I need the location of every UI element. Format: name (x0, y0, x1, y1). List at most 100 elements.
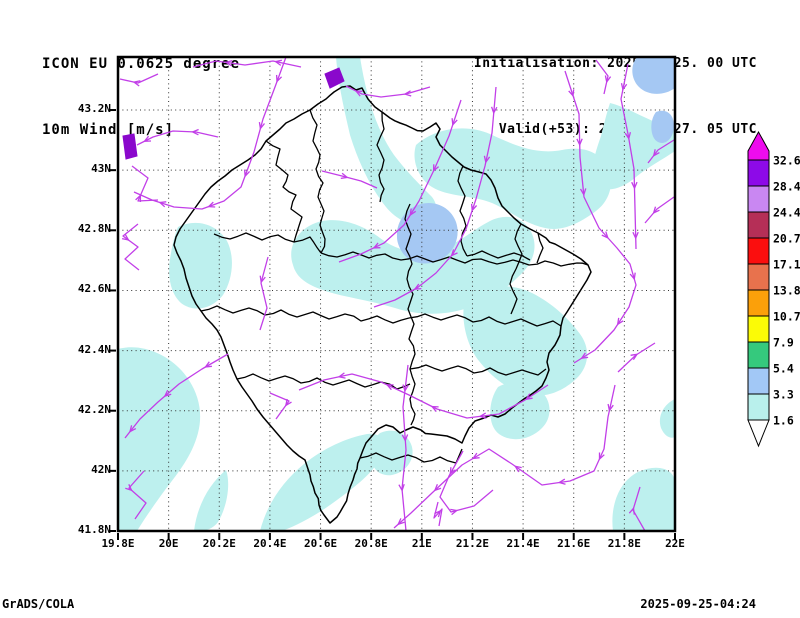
wind-shading-1.6-3.3 (169, 222, 232, 309)
municipality-boundary (404, 203, 416, 426)
municipality-boundary (265, 140, 303, 243)
wind-arrowhead (490, 106, 498, 115)
wind-arrowhead (372, 242, 381, 249)
streamline-convergence-blob (324, 67, 345, 89)
x-tick-label: 21E (411, 537, 432, 550)
wind-streamline-path (128, 470, 147, 520)
municipality-boundary (309, 109, 326, 254)
municipality-boundary (514, 223, 523, 270)
y-tick-label: 42.4N (77, 342, 111, 356)
y-tick-label: 43.2N (77, 102, 111, 116)
wind-shading-1.6-3.3 (291, 216, 535, 314)
wind-shading-1.6-3.3 (260, 433, 385, 531)
wind-arrowhead (403, 90, 412, 97)
colorbar-segment (747, 159, 770, 187)
wind-arrowhead (430, 405, 439, 413)
colorbar-label: 5.4 (773, 362, 794, 376)
y-tick-label: 42.6N (77, 282, 111, 296)
municipality-boundary (320, 251, 589, 267)
wind-arrowhead (284, 398, 292, 407)
colorbar-label: 20.7 (773, 232, 800, 246)
wind-shading-3.3-5.4 (632, 57, 675, 94)
colorbar-segment (747, 289, 770, 317)
wind-streamline (125, 470, 147, 520)
colorbar-segment (747, 263, 770, 291)
wind-arrowhead (121, 234, 130, 241)
wind-shading-3.3-5.4 (651, 110, 674, 143)
wind-arrowhead (449, 467, 456, 476)
wind-arrowhead (598, 452, 605, 461)
x-tick-label: 20.6E (303, 537, 338, 550)
wind-streamline-path (439, 450, 494, 513)
wind-arrowhead (579, 188, 587, 197)
wind-arrowhead (398, 483, 405, 492)
wind-streamline-path (595, 59, 609, 95)
wind-arrowhead (396, 518, 405, 526)
wind-streamline (393, 384, 616, 529)
wind-arrowhead (630, 353, 639, 361)
wind-arrowhead (337, 372, 346, 379)
wind-arrowhead (163, 389, 172, 398)
wind-streamline-path (338, 99, 462, 263)
grads-credit: GrADS/COLA (2, 597, 75, 611)
creation-timestamp: 2025-09-25-04:24 (640, 597, 756, 611)
wind-streamline (620, 63, 639, 250)
colorbar-segment (747, 211, 770, 239)
wind-streamline (345, 85, 431, 98)
colorbar-label: 3.3 (773, 388, 794, 402)
map-frame (116, 55, 677, 533)
wind-streamline (564, 70, 637, 364)
wind-streamline (439, 450, 494, 516)
wind-shading-1.6-3.3 (118, 347, 201, 531)
colorbar-segment (747, 185, 770, 213)
wind-streamline (647, 139, 675, 164)
wind-streamline (595, 59, 612, 95)
wind-arrowhead (432, 164, 440, 173)
wind-streamline-path (564, 70, 637, 364)
wind-arrowhead (129, 425, 137, 433)
wind-map (109, 55, 677, 540)
wind-arrowhead (631, 181, 638, 190)
wind-arrowhead (207, 201, 216, 208)
municipality-boundary (359, 448, 463, 464)
wind-shading-1.6-3.3 (194, 470, 229, 532)
x-tick-label: 20.8E (354, 537, 388, 550)
colorbar-segment (747, 315, 770, 343)
wind-arrowhead (624, 132, 632, 141)
wind-arrowhead (354, 90, 363, 97)
wind-streamline (192, 59, 302, 68)
municipality-boundary (408, 313, 562, 327)
wind-streamline-path (644, 196, 675, 224)
municipality-boundary (536, 232, 544, 264)
x-tick-label: 20.4E (253, 537, 287, 550)
wind-streamline (338, 99, 462, 263)
wind-arrowhead (274, 59, 283, 66)
wind-arrowhead (580, 352, 589, 360)
x-tick-label: 21.4E (506, 537, 540, 550)
municipality-boundary (409, 364, 547, 376)
wind-streamline (628, 486, 646, 532)
wind-arrowhead (224, 59, 233, 67)
x-tick-label: 20.2E (202, 537, 236, 550)
wind-streamline (373, 86, 498, 308)
header-left: ICON EU 0.0625 degree 10m Wind [m/s] (42, 9, 240, 163)
wind-arrowhead (434, 509, 442, 518)
wind-arrowhead (132, 80, 141, 87)
wind-shading-1.6-3.3 (490, 382, 550, 440)
wind-arrowhead (607, 403, 614, 412)
wind-arrowhead (143, 135, 152, 143)
colorbar-label: 7.9 (773, 336, 794, 350)
wind-arrowhead (478, 412, 487, 419)
municipality-boundary (509, 268, 518, 315)
municipality-boundary (213, 232, 322, 254)
wind-streamline-path (133, 56, 287, 210)
wind-arrowhead (471, 452, 480, 460)
wind-streamline (433, 501, 443, 527)
colorbar-label: 1.6 (773, 414, 794, 428)
wind-streamline (259, 256, 269, 331)
y-tick-label: 42.2N (77, 402, 111, 416)
x-tick-label: 19.8E (101, 537, 135, 550)
wind-arrowhead (604, 75, 612, 84)
wind-arrowhead (557, 478, 566, 485)
wind-arrowhead (401, 434, 409, 443)
